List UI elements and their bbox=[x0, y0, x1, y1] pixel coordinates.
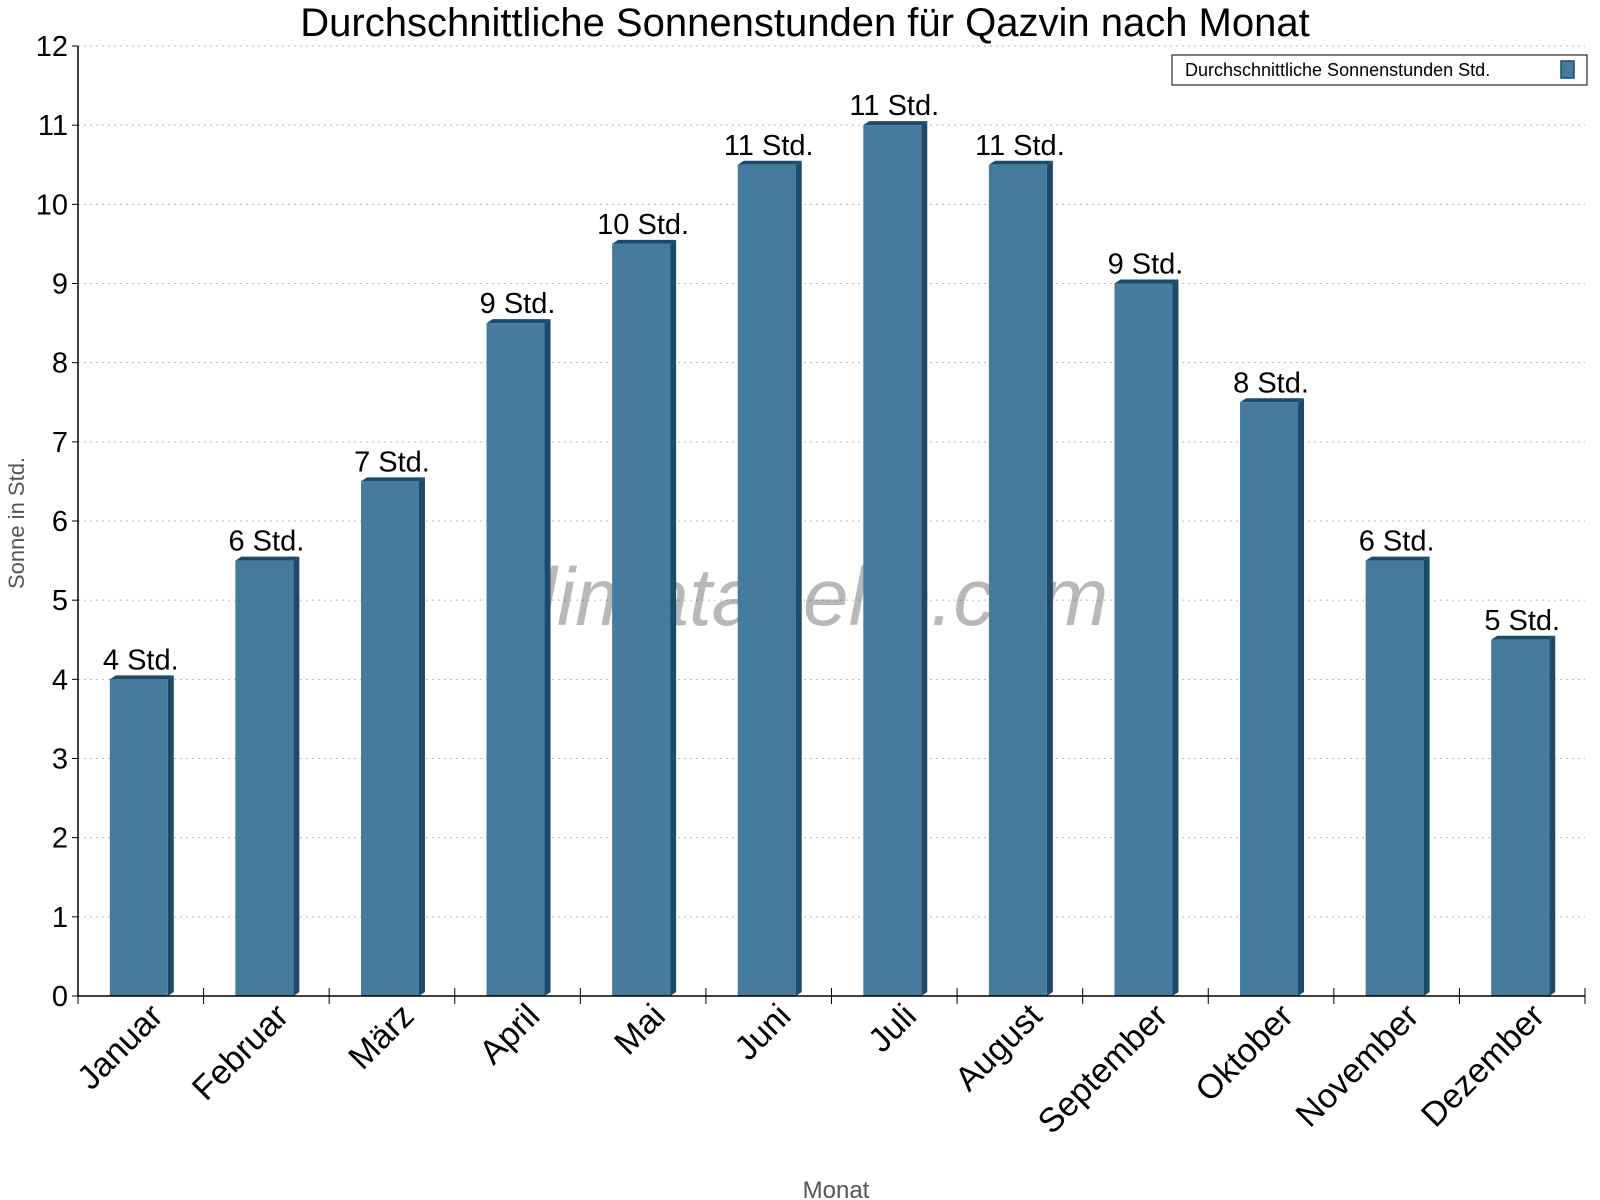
bar-side bbox=[293, 556, 300, 996]
bar-top bbox=[737, 160, 802, 165]
x-axis-label: Monat bbox=[803, 1177, 870, 1200]
data-label: 11 Std. bbox=[724, 130, 814, 162]
data-label: 11 Std. bbox=[849, 90, 939, 122]
bar bbox=[1491, 639, 1550, 996]
bar bbox=[1240, 402, 1299, 996]
bar-side bbox=[1046, 160, 1053, 996]
bar-top bbox=[486, 319, 551, 324]
bar-side bbox=[167, 675, 174, 996]
chart-title: Durchschnittliche Sonnenstunden für Qazv… bbox=[300, 1, 1309, 45]
y-tick-label: 2 bbox=[52, 823, 68, 855]
bar-top bbox=[1240, 398, 1305, 403]
x-tick-label: Februar bbox=[185, 997, 296, 1108]
data-label: 10 Std. bbox=[597, 209, 689, 241]
x-tick-label: November bbox=[1289, 997, 1427, 1135]
y-tick-label: 0 bbox=[52, 981, 68, 1013]
data-label: 4 Std. bbox=[103, 644, 179, 676]
bar bbox=[109, 679, 168, 996]
y-tick-label: 1 bbox=[52, 902, 68, 934]
data-label: 7 Std. bbox=[354, 446, 430, 478]
data-label: 6 Std. bbox=[228, 526, 304, 558]
bars: 4 Std. 6 Std. 7 Std. 9 Std. 10 Std. 11 Std. 11… bbox=[103, 90, 1560, 997]
y-tick-label: 4 bbox=[52, 664, 68, 696]
x-tick-label: Juli bbox=[861, 997, 924, 1060]
bar bbox=[486, 323, 545, 996]
bar-top bbox=[1365, 556, 1430, 561]
y-tick-label: 7 bbox=[52, 427, 68, 459]
y-tick-label: 12 bbox=[36, 31, 68, 63]
bar bbox=[863, 125, 922, 996]
legend: Durchschnittliche Sonnenstunden Std. bbox=[1171, 54, 1588, 86]
bar bbox=[1114, 283, 1173, 996]
bar-side bbox=[1172, 279, 1179, 996]
bar bbox=[235, 560, 294, 996]
x-tick-label: Oktober bbox=[1188, 997, 1300, 1109]
bar bbox=[737, 164, 796, 996]
bar-top bbox=[863, 121, 928, 126]
bar-side bbox=[1549, 635, 1556, 996]
bar-top bbox=[235, 556, 300, 561]
legend-box bbox=[1171, 54, 1588, 86]
bar-top bbox=[360, 477, 425, 482]
data-label: 9 Std. bbox=[480, 288, 556, 320]
bar-top bbox=[612, 239, 677, 244]
y-tick-label: 9 bbox=[52, 269, 68, 301]
y-tick-label: 5 bbox=[52, 585, 68, 617]
bar-side bbox=[670, 239, 677, 996]
bar bbox=[360, 481, 419, 997]
bar-side bbox=[1423, 556, 1430, 996]
y-tick-label: 3 bbox=[52, 744, 68, 776]
x-tick-label: August bbox=[948, 996, 1050, 1098]
x-tick-label: September bbox=[1031, 997, 1175, 1141]
bar-top bbox=[1114, 279, 1179, 284]
y-tick-label: 10 bbox=[36, 189, 68, 221]
data-label: 6 Std. bbox=[1359, 526, 1435, 558]
bar bbox=[988, 164, 1047, 996]
bar-side bbox=[921, 121, 928, 996]
bar-top bbox=[988, 160, 1053, 165]
y-tick-label: 6 bbox=[52, 506, 68, 538]
y-tick-label: 8 bbox=[52, 348, 68, 380]
y-tick-label: 11 bbox=[38, 110, 68, 142]
bar-top bbox=[1491, 635, 1556, 640]
x-tick-label: März bbox=[341, 997, 421, 1077]
x-tick-label: April bbox=[472, 997, 547, 1072]
bar-top bbox=[109, 675, 174, 680]
x-tick-label: Dezember bbox=[1414, 997, 1552, 1135]
gridlines bbox=[78, 45, 1585, 918]
data-label: 9 Std. bbox=[1108, 249, 1184, 281]
x-tick-label: Mai bbox=[607, 997, 673, 1063]
bar-side bbox=[1298, 398, 1305, 996]
x-tick-label: Januar bbox=[70, 997, 170, 1097]
y-axis-label: Sonne in Std. bbox=[4, 457, 29, 589]
legend-label: Durchschnittliche Sonnenstunden Std. bbox=[1185, 60, 1490, 80]
legend-swatch bbox=[1560, 60, 1575, 79]
bar-side bbox=[544, 319, 551, 996]
bar bbox=[612, 243, 671, 996]
bar bbox=[1365, 560, 1424, 996]
bar-side bbox=[795, 160, 802, 996]
data-label: 8 Std. bbox=[1233, 367, 1309, 399]
bar-side bbox=[418, 477, 425, 997]
data-label: 11 Std. bbox=[975, 130, 1065, 162]
x-tick-label: Juni bbox=[727, 997, 798, 1068]
data-label: 5 Std. bbox=[1484, 605, 1560, 637]
